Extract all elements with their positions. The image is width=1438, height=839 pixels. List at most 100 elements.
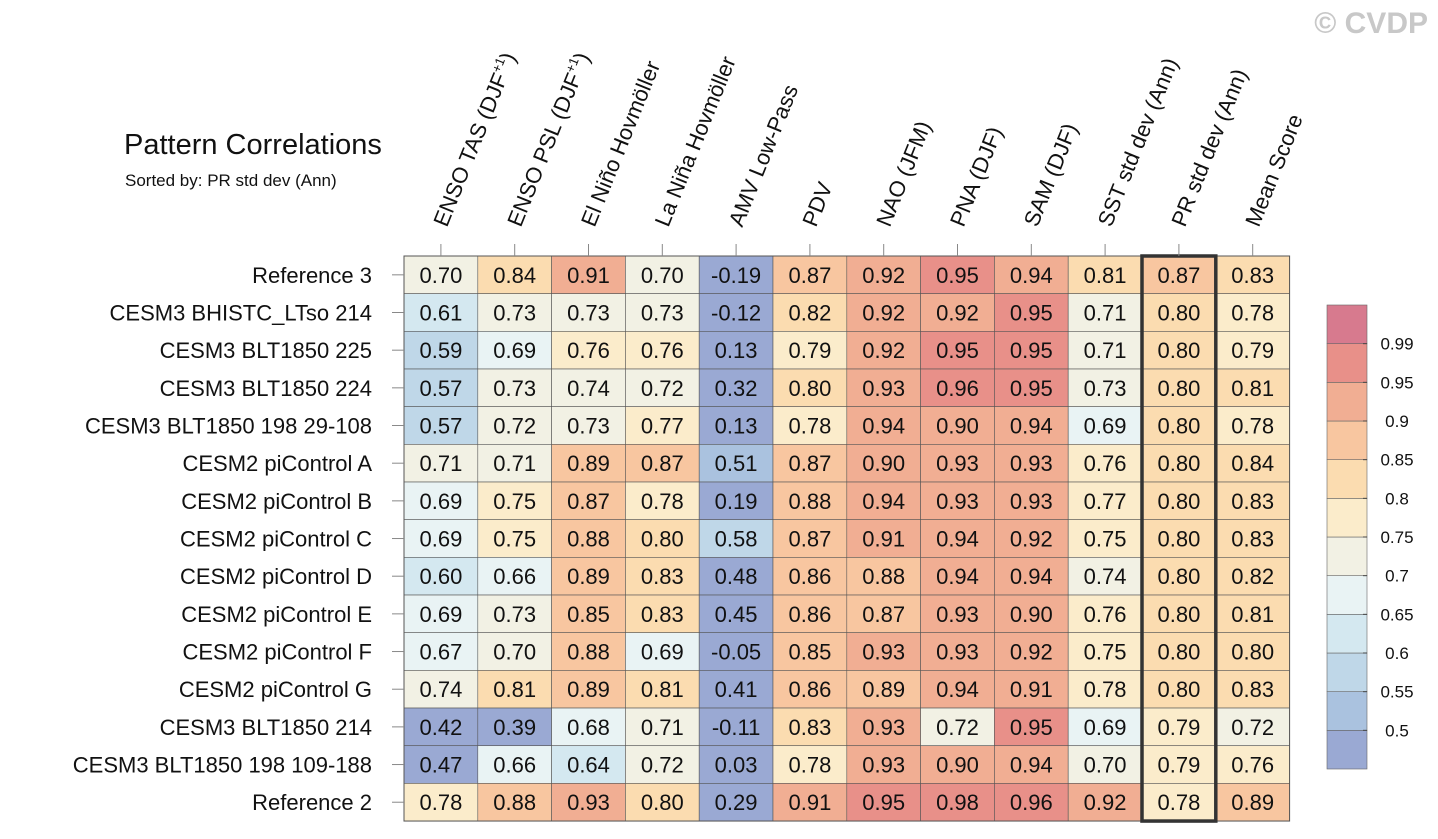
- heatmap-cell: [698, 331, 774, 370]
- heatmap-cell: [920, 444, 995, 483]
- cell-value: 0.72: [936, 715, 979, 740]
- heatmap-cell: [1067, 444, 1143, 483]
- heatmap-cell: [846, 557, 921, 596]
- cell-value: 0.92: [936, 301, 979, 326]
- heatmap-cell: [625, 368, 700, 407]
- cell-value: 0.69: [419, 489, 462, 514]
- cell-value: 0.81: [1084, 263, 1127, 288]
- cell-value: 0.59: [419, 338, 462, 363]
- heatmap-cell: [698, 632, 774, 671]
- column-label: El Niño Hovmöller: [576, 57, 665, 230]
- colorbar-swatch: [1326, 498, 1368, 538]
- cell-value: -0.19: [711, 263, 761, 288]
- heatmap-cell: [846, 406, 921, 445]
- cell-value: 0.88: [788, 489, 831, 514]
- row-label: CESM2 piControl G: [179, 677, 372, 702]
- heatmap-cell: [1141, 293, 1217, 332]
- cell-value: 0.89: [567, 451, 610, 476]
- cell-value: 0.66: [493, 564, 536, 589]
- cell-value: 0.69: [1084, 414, 1127, 439]
- cell-value: 0.80: [1157, 640, 1200, 665]
- colorbar-swatch: [1326, 459, 1368, 499]
- cell-value: 0.80: [641, 790, 684, 815]
- cell-value: 0.77: [1084, 489, 1127, 514]
- cell-value: 0.19: [715, 489, 758, 514]
- colorbar-swatch: [1326, 536, 1368, 576]
- colorbar-label: 0.55: [1380, 683, 1413, 702]
- cell-value: -0.05: [711, 640, 761, 665]
- cell-value: 0.94: [1010, 753, 1053, 778]
- cell-value: 0.32: [715, 376, 758, 401]
- heatmap-cell: [698, 745, 774, 784]
- cell-value: 0.83: [1231, 527, 1274, 552]
- heatmap-cell: [846, 293, 921, 332]
- heatmap-cell: [477, 594, 552, 634]
- colorbar-label: 0.75: [1380, 528, 1413, 547]
- heatmap-cell: [698, 594, 774, 634]
- cell-value: 0.71: [1084, 301, 1127, 326]
- heatmap-cell: [846, 368, 921, 407]
- heatmap-cell: [403, 632, 479, 671]
- cell-value: 0.83: [788, 715, 831, 740]
- heatmap-cell: [1067, 594, 1143, 634]
- column-label: ENSO TAS (DJF+1): [427, 48, 520, 229]
- cell-value: 0.74: [1084, 564, 1127, 589]
- heatmap-cell: [403, 444, 479, 483]
- cell-value: 0.83: [1231, 263, 1274, 288]
- colorbar-label: 0.5: [1385, 721, 1409, 740]
- cell-value: 0.73: [641, 301, 684, 326]
- cell-value: 0.88: [862, 564, 905, 589]
- cell-value: 0.75: [493, 489, 536, 514]
- cell-value: 0.71: [419, 451, 462, 476]
- heatmap-cell: [1141, 331, 1217, 370]
- row-label: CESM3 BLT1850 198 29-108: [85, 414, 372, 439]
- heatmap-cell: [1215, 557, 1290, 596]
- heatmap-cell: [772, 745, 848, 784]
- colorbar-label: 0.99: [1380, 335, 1413, 354]
- heatmap-cell: [994, 670, 1069, 709]
- heatmap-cell: [1141, 519, 1217, 558]
- cell-value: 0.95: [936, 338, 979, 363]
- colorbar-label: 0.65: [1380, 605, 1413, 624]
- cell-value: 0.92: [862, 263, 905, 288]
- heatmap-cell: [403, 745, 479, 784]
- heatmap-cell: [1067, 293, 1143, 332]
- row-label: CESM3 BLT1850 225: [160, 338, 372, 363]
- column-label: AMV Low-Pass: [724, 81, 804, 230]
- cell-value: 0.80: [1157, 451, 1200, 476]
- column-label: SAM (DJF): [1019, 120, 1083, 230]
- row-label: Reference 2: [252, 790, 372, 815]
- heatmap-cell: [551, 594, 626, 634]
- cell-value: 0.80: [1231, 640, 1274, 665]
- heatmap-cell: [1215, 331, 1290, 370]
- heatmap-cell: [772, 406, 848, 445]
- heatmap-cell: [772, 670, 848, 709]
- heatmap-cell: [846, 745, 921, 784]
- cell-value: 0.80: [1157, 527, 1200, 552]
- cell-value: 0.78: [1231, 414, 1274, 439]
- colorbar-label: 0.9: [1385, 412, 1409, 431]
- heatmap-cell: [1215, 594, 1290, 634]
- cell-value: 0.79: [1231, 338, 1274, 363]
- cell-value: 0.73: [493, 602, 536, 627]
- cell-value: 0.93: [1010, 489, 1053, 514]
- cell-value: 0.47: [419, 753, 462, 778]
- heatmap-cell: [1215, 707, 1290, 747]
- heatmap-cell: [551, 519, 626, 558]
- cell-value: 0.69: [493, 338, 536, 363]
- cell-value: 0.70: [1084, 753, 1127, 778]
- cell-value: 0.41: [715, 677, 758, 702]
- row-label: CESM2 piControl C: [180, 527, 372, 552]
- heatmap-cell: [625, 594, 700, 634]
- cell-value: 0.71: [1084, 338, 1127, 363]
- heatmap-cell: [1067, 519, 1143, 558]
- colorbar-label: 0.7: [1385, 567, 1409, 586]
- cell-value: 0.86: [788, 564, 831, 589]
- cell-value: 0.76: [1084, 451, 1127, 476]
- cell-value: 0.93: [862, 640, 905, 665]
- cell-value: 0.88: [493, 790, 536, 815]
- cell-value: 0.87: [641, 451, 684, 476]
- cell-value: 0.57: [419, 376, 462, 401]
- column-label-text: La Niña Hovmöller: [650, 53, 741, 230]
- cell-value: 0.78: [1084, 677, 1127, 702]
